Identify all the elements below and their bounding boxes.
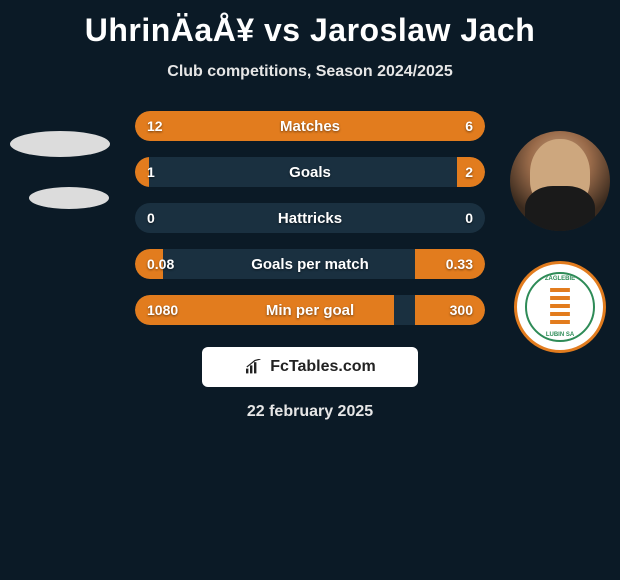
player1-photo-placeholder xyxy=(10,131,110,157)
stat-value-left: 1 xyxy=(147,164,155,180)
stat-value-left: 0.08 xyxy=(147,256,174,272)
stat-label: Matches xyxy=(280,118,340,135)
club-badge-stripes xyxy=(527,274,593,340)
player2-club-badge: ZAGLEBIE LUBIN SA xyxy=(514,261,606,353)
stat-value-right: 0 xyxy=(465,210,473,226)
stats-list: 12 Matches 6 1 Goals 2 0 Hattricks 0 0.08 Goals pe… xyxy=(135,111,485,325)
date-label: 22 february 2025 xyxy=(0,403,620,421)
comparison-content: ZAGLEBIE LUBIN SA 12 Matches 6 1 Goals 2 0 Hatt… xyxy=(0,111,620,421)
watermark-text: FcTables.com xyxy=(270,358,376,376)
stat-label: Goals xyxy=(289,164,331,181)
stat-label: Min per goal xyxy=(266,302,354,319)
left-player-column xyxy=(10,131,110,209)
stat-value-left: 1080 xyxy=(147,302,178,318)
club-badge-inner: ZAGLEBIE LUBIN SA xyxy=(525,272,595,342)
stat-label: Goals per match xyxy=(251,256,369,273)
stat-value-right: 6 xyxy=(465,118,473,134)
stat-row: 1 Goals 2 xyxy=(135,157,485,187)
stat-value-right: 0.33 xyxy=(446,256,473,272)
stat-label: Hattricks xyxy=(278,210,342,227)
player2-photo xyxy=(510,131,610,231)
stat-row: 1080 Min per goal 300 xyxy=(135,295,485,325)
right-player-column: ZAGLEBIE LUBIN SA xyxy=(510,131,610,353)
stat-value-right: 2 xyxy=(465,164,473,180)
player1-club-placeholder xyxy=(29,187,109,209)
stat-value-right: 300 xyxy=(450,302,473,318)
stat-row: 0 Hattricks 0 xyxy=(135,203,485,233)
stat-value-left: 12 xyxy=(147,118,163,134)
club-badge-text-top: ZAGLEBIE xyxy=(545,276,575,282)
chart-icon xyxy=(244,359,264,375)
stat-value-left: 0 xyxy=(147,210,155,226)
stat-row: 12 Matches 6 xyxy=(135,111,485,141)
watermark[interactable]: FcTables.com xyxy=(202,347,418,387)
subtitle: Club competitions, Season 2024/2025 xyxy=(0,63,620,81)
page-title: UhrinÄaÅ¥ vs Jaroslaw Jach xyxy=(0,0,620,49)
club-badge-text-bottom: LUBIN SA xyxy=(546,332,574,338)
stat-row: 0.08 Goals per match 0.33 xyxy=(135,249,485,279)
